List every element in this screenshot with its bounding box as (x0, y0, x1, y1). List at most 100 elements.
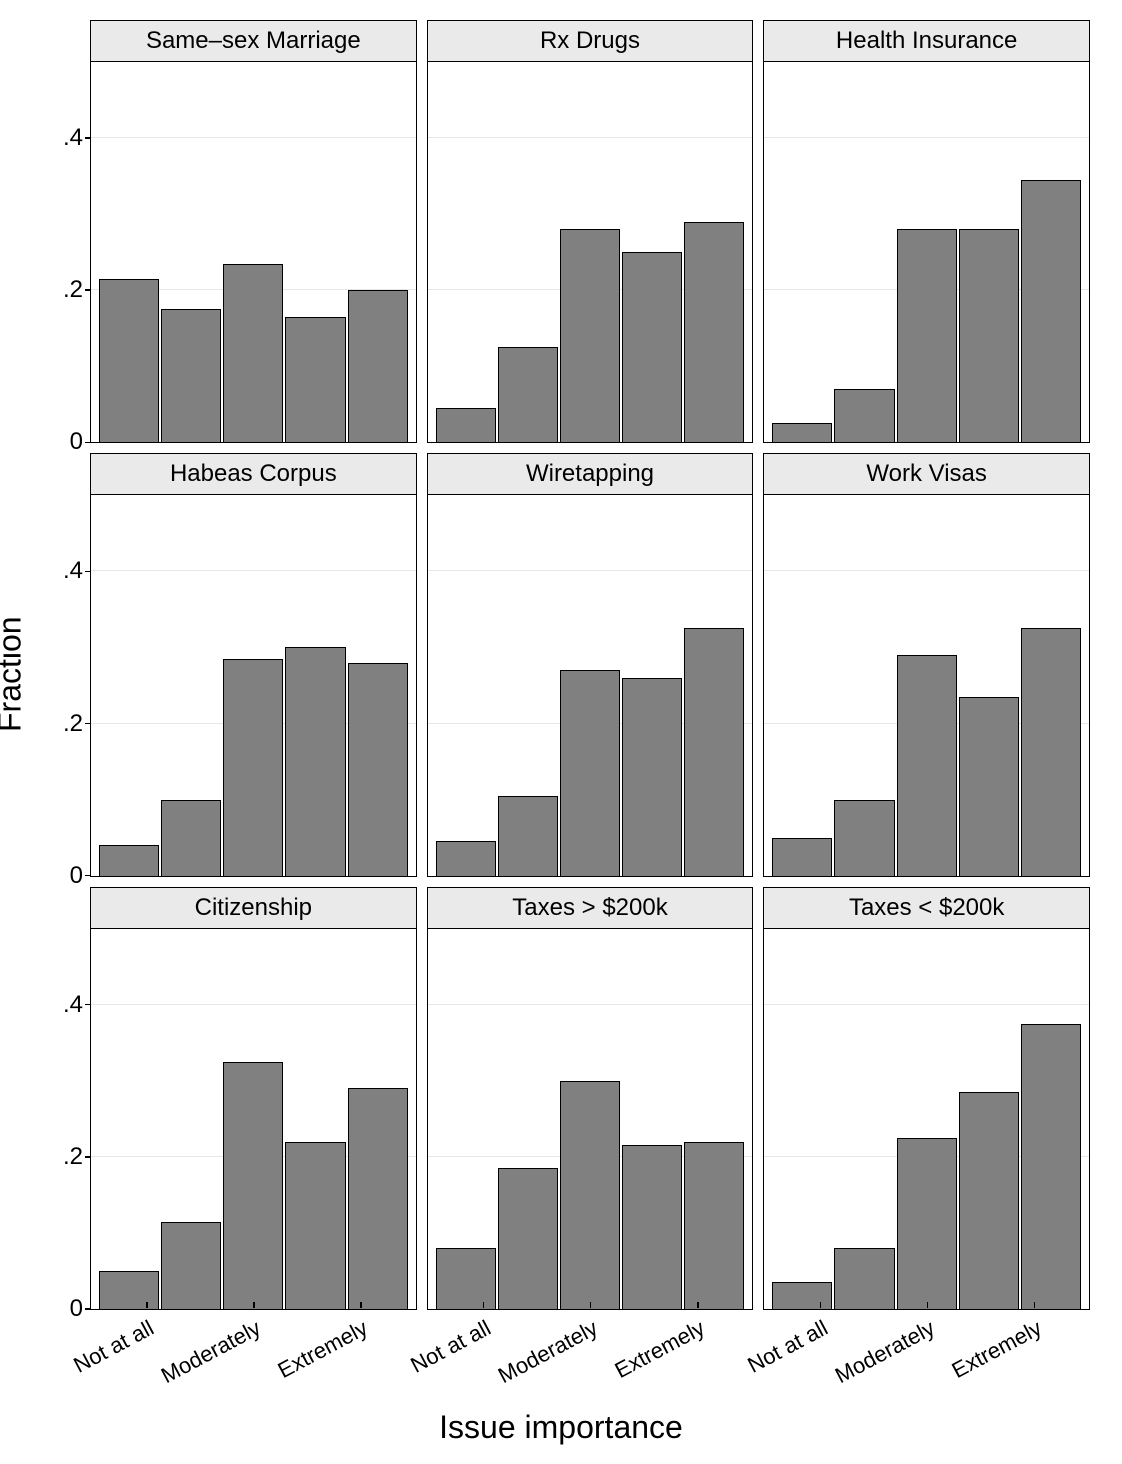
panel: Taxes < $200kNot at allModeratelyExtreme… (763, 887, 1090, 1310)
bar (223, 1062, 283, 1309)
bar-group (91, 62, 416, 442)
panel-title: Same–sex Marriage (91, 21, 416, 62)
xtick-mark (483, 1302, 485, 1308)
bar (622, 1145, 682, 1309)
xtick-label: Extremely (947, 1315, 1046, 1384)
bar (560, 1081, 620, 1309)
plot-area: 0.2.4Not at allModeratelyExtremely (91, 929, 416, 1309)
panel: Rx Drugs (427, 20, 754, 443)
xtick-label: Moderately (157, 1315, 265, 1389)
bar (834, 1248, 894, 1309)
bar (560, 229, 620, 442)
bar-group (91, 495, 416, 875)
bar (834, 800, 894, 876)
bar (622, 678, 682, 876)
bar (99, 1271, 159, 1309)
bar (684, 628, 744, 875)
bar (223, 659, 283, 876)
bar (897, 229, 957, 442)
plot-area: Not at allModeratelyExtremely (428, 929, 753, 1309)
bar (161, 1222, 221, 1309)
bar (498, 1168, 558, 1309)
panel: Habeas Corpus0.2.4 (90, 453, 417, 876)
bar (285, 317, 345, 443)
panel-grid: Same–sex Marriage0.2.4Rx DrugsHealth Ins… (90, 20, 1090, 1310)
bar-group (428, 495, 753, 875)
bar (285, 647, 345, 875)
panel-title: Work Visas (764, 454, 1089, 495)
xtick-label: Extremely (274, 1315, 373, 1384)
bar (161, 309, 221, 442)
xtick-label: Not at all (743, 1315, 832, 1379)
plot-area: 0.2.4 (91, 62, 416, 442)
panel-title: Habeas Corpus (91, 454, 416, 495)
bar-group (764, 495, 1089, 875)
xtick-row: Not at allModeratelyExtremely (764, 1309, 1089, 1409)
xtick-mark (697, 1302, 699, 1308)
plot-area (428, 495, 753, 875)
bar (348, 663, 408, 876)
xtick-label: Extremely (611, 1315, 710, 1384)
bar (1021, 180, 1081, 442)
bar (897, 1138, 957, 1309)
bar (834, 389, 894, 442)
panel: Work Visas (763, 453, 1090, 876)
small-multiples-figure: Same–sex Marriage0.2.4Rx DrugsHealth Ins… (90, 20, 1090, 1310)
bar (772, 838, 832, 876)
plot-area (428, 62, 753, 442)
bar (348, 290, 408, 442)
plot-area (764, 62, 1089, 442)
panel-title: Taxes < $200k (764, 888, 1089, 929)
bar (348, 1088, 408, 1309)
bar (772, 423, 832, 442)
bar (285, 1142, 345, 1309)
xtick-label: Not at all (70, 1315, 159, 1379)
plot-area: 0.2.4 (91, 495, 416, 875)
bar (498, 347, 558, 442)
bar (560, 670, 620, 875)
xtick-mark (820, 1302, 822, 1308)
panel-title: Citizenship (91, 888, 416, 929)
plot-area: Not at allModeratelyExtremely (764, 929, 1089, 1309)
xtick-row: Not at allModeratelyExtremely (428, 1309, 753, 1409)
bar (959, 697, 1019, 876)
bar (99, 279, 159, 443)
panel-title: Rx Drugs (428, 21, 753, 62)
bar (1021, 628, 1081, 875)
x-axis-label: Issue importance (0, 1409, 1122, 1446)
bar (223, 264, 283, 443)
panel: Same–sex Marriage0.2.4 (90, 20, 417, 443)
panel-title: Health Insurance (764, 21, 1089, 62)
xtick-mark (253, 1302, 255, 1308)
bar-group (428, 929, 753, 1309)
plot-area (764, 495, 1089, 875)
panel-title: Taxes > $200k (428, 888, 753, 929)
bar (436, 408, 496, 442)
panel: Taxes > $200kNot at allModeratelyExtreme… (427, 887, 754, 1310)
bar (684, 1142, 744, 1309)
xtick-mark (927, 1302, 929, 1308)
bar (161, 800, 221, 876)
xtick-mark (146, 1302, 148, 1308)
xtick-mark (360, 1302, 362, 1308)
panel: Citizenship0.2.4Not at allModeratelyExtr… (90, 887, 417, 1310)
xtick-label: Not at all (406, 1315, 495, 1379)
bar (1021, 1024, 1081, 1309)
xtick-label: Moderately (831, 1315, 939, 1389)
bar (622, 252, 682, 442)
bar (436, 1248, 496, 1309)
xtick-row: Not at allModeratelyExtremely (91, 1309, 416, 1409)
bar (684, 222, 744, 443)
xtick-mark (1034, 1302, 1036, 1308)
bar (772, 1282, 832, 1309)
panel: Health Insurance (763, 20, 1090, 443)
bar (99, 845, 159, 875)
bar (959, 1092, 1019, 1309)
xtick-mark (590, 1302, 592, 1308)
bar (498, 796, 558, 876)
bar (897, 655, 957, 876)
bar (436, 841, 496, 875)
bar-group (91, 929, 416, 1309)
bar-group (428, 62, 753, 442)
y-axis-label: Fraction (0, 616, 29, 732)
